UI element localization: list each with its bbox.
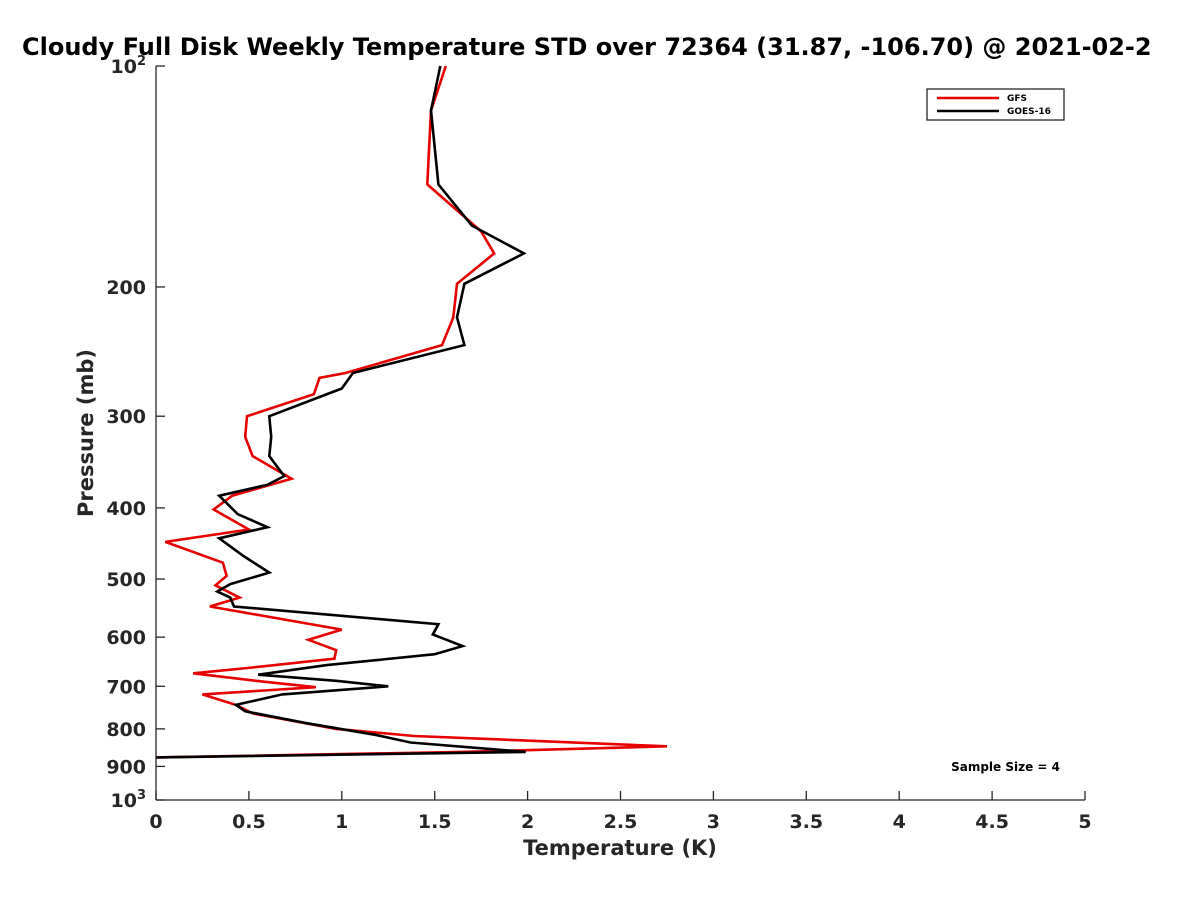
plot-area — [155, 65, 668, 759]
x-tick-label: 1 — [335, 811, 348, 833]
x-tick-label: 2.5 — [604, 811, 638, 833]
y-tick-label: 102 — [111, 54, 147, 78]
x-tick-label: 3 — [707, 811, 720, 833]
sample-size-annotation: Sample Size = 4 — [951, 760, 1060, 774]
y-tick-label: 500 — [106, 569, 146, 591]
series-line-goes-16 — [155, 65, 527, 759]
series-line-gfs — [155, 65, 668, 759]
y-tick-label: 800 — [106, 719, 146, 741]
legend: GFS GOES-16 — [926, 88, 1065, 121]
x-tick-label: 2 — [521, 811, 534, 833]
y-tick-label: 600 — [106, 627, 146, 649]
axes — [155, 65, 1086, 801]
y-axis-label: Pressure (mb) — [74, 349, 98, 517]
x-axis-label: Temperature (K) — [523, 836, 717, 860]
y-tick-label: 200 — [106, 277, 146, 299]
x-tick-label: 1.5 — [418, 811, 452, 833]
tick-labels: 0 0.5 1 1.5 2 2.5 3 3.5 4 4.5 5 102 200 300 400 500 600 7… — [106, 54, 1091, 833]
x-tick-label: 0.5 — [232, 811, 266, 833]
x-tick-label: 3.5 — [789, 811, 823, 833]
x-tick-label: 4.5 — [975, 811, 1009, 833]
x-tick-label: 0 — [149, 811, 162, 833]
y-tick-label: 300 — [106, 406, 146, 428]
x-tick-label: 5 — [1078, 811, 1091, 833]
x-tick-label: 4 — [893, 811, 906, 833]
legend-label: GOES-16 — [1007, 107, 1051, 117]
y-tick-label: 400 — [106, 498, 146, 520]
chart-title: Cloudy Full Disk Weekly Temperature STD … — [22, 33, 1152, 61]
legend-label: GFS — [1007, 94, 1027, 104]
legend-box — [926, 88, 1065, 121]
y-tick-label: 103 — [111, 788, 147, 812]
y-tick-label: 700 — [106, 676, 146, 698]
y-tick-label: 900 — [106, 756, 146, 778]
